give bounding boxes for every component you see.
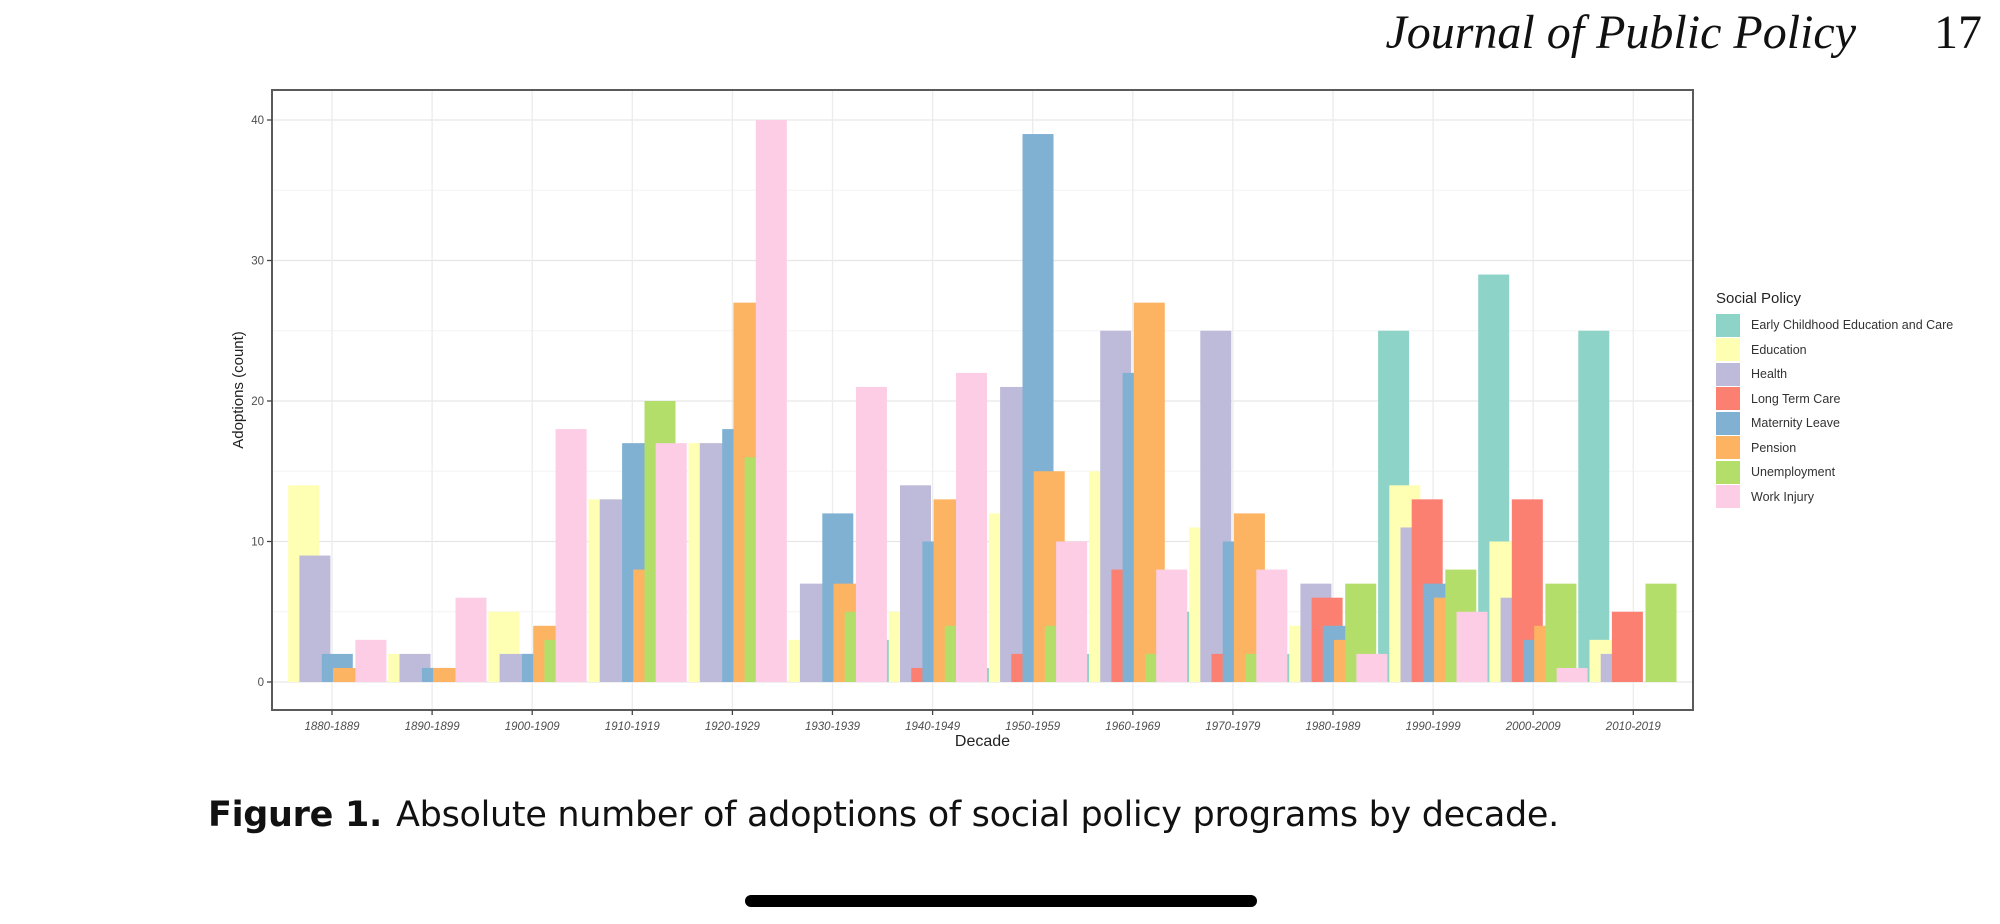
running-head: Journal of Public Policy 17 (1385, 2, 1982, 62)
bar-work-injury-1920-1929 (755, 120, 787, 682)
bar-work-injury-1910-1919 (655, 443, 687, 682)
y-axis: 0 10 20 30 40 (251, 115, 272, 689)
x-tick-label: 1910-1919 (605, 721, 661, 733)
legend-label: Health (1751, 367, 1788, 382)
x-tick-label: 1970-1979 (1205, 721, 1261, 733)
figure-caption-text: Absolute number of adoptions of social p… (396, 795, 1559, 835)
legend-swatch (1716, 362, 1740, 386)
y-tick-label: 40 (251, 115, 264, 127)
bar-work-injury-1990-1999 (1456, 611, 1488, 682)
journal-title: Journal of Public Policy (1385, 5, 1856, 59)
bar-long-term-care-2010-2019 (1611, 611, 1643, 682)
bar-work-injury-1930-1939 (855, 386, 887, 682)
legend: Social Policy Early Childhood Education … (1716, 290, 1953, 509)
legend-item: Pension (1716, 436, 1953, 461)
plot-panel-border (271, 89, 1694, 711)
y-tick-label: 30 (251, 256, 264, 268)
bar-early-childhood-education-and-care-2010-2019 (1578, 330, 1610, 682)
legend-item: Work Injury (1716, 485, 1953, 510)
legend-label: Pension (1751, 440, 1797, 455)
figure-caption: Figure 1. Absolute number of adoptions of… (208, 795, 1559, 835)
x-tick-label: 1940-1949 (905, 721, 961, 733)
legend-swatch (1716, 387, 1740, 411)
bar-work-injury-1880-1889 (355, 639, 387, 682)
x-tick-label: 1880-1889 (305, 721, 361, 733)
x-tick-label: 1980-1989 (1306, 721, 1362, 733)
x-tick-label: 2010-2019 (1605, 721, 1662, 733)
legend-items: Early Childhood Education and Care Educat… (1716, 313, 1953, 509)
bar-work-injury-2000-2009 (1556, 667, 1588, 682)
x-tick-label: 1960-1969 (1105, 721, 1161, 733)
legend-item: Health (1716, 362, 1953, 387)
legend-item: Maternity Leave (1716, 411, 1953, 436)
y-axis-title: Adoptions (count) (230, 331, 247, 449)
y-tick-label: 20 (251, 396, 264, 408)
x-tick-label: 2000-2009 (1505, 721, 1562, 733)
legend-swatch (1716, 313, 1740, 337)
legend-item: Long Term Care (1716, 387, 1953, 412)
legend-item: Early Childhood Education and Care (1716, 313, 1953, 338)
legend-swatch (1716, 460, 1740, 484)
legend-title: Social Policy (1716, 290, 1802, 307)
figure-label: Figure 1. (208, 795, 383, 835)
y-tick-label: 10 (251, 537, 264, 549)
x-axis: 1880-1889 1890-1899 1900-1909 1910-1919 1920… (305, 710, 1662, 733)
page-number: 17 (1934, 5, 1982, 59)
x-axis-title: Decade (955, 733, 1010, 750)
legend-item: Education (1716, 338, 1953, 363)
y-tick-label: 0 (258, 677, 264, 689)
x-tick-label: 1990-1999 (1406, 721, 1462, 733)
bar-work-injury-1940-1949 (956, 372, 987, 682)
x-tick-label: 1920-1929 (705, 721, 761, 733)
legend-label: Early Childhood Education and Care (1751, 318, 1954, 333)
legend-label: Long Term Care (1751, 391, 1841, 406)
legend-label: Maternity Leave (1751, 416, 1840, 431)
bar-unemployment-2010-2019 (1645, 583, 1677, 682)
bar-chart: 0 10 20 30 40 1880-1889 1890-1899 1900-1909 191… (230, 89, 1694, 750)
bar-unemployment-2000-2009 (1545, 583, 1577, 682)
legend-label: Education (1751, 342, 1807, 357)
bar-work-injury-1960-1969 (1156, 569, 1188, 682)
legend-label: Work Injury (1751, 489, 1814, 504)
legend-item: Unemployment (1716, 460, 1953, 485)
legend-swatch (1716, 485, 1740, 509)
x-tick-label: 1890-1899 (405, 721, 461, 733)
legend-swatch (1716, 338, 1740, 362)
legend-swatch (1716, 411, 1740, 435)
bar-work-injury-1890-1899 (455, 597, 487, 682)
bar-work-injury-1950-1959 (1056, 541, 1088, 682)
x-tick-label: 1930-1939 (805, 721, 861, 733)
bars (288, 120, 1677, 683)
home-indicator-bar[interactable] (745, 895, 1257, 907)
bar-work-injury-1970-1979 (1256, 569, 1288, 682)
x-tick-label: 1900-1909 (505, 721, 561, 733)
legend-label: Unemployment (1751, 465, 1836, 480)
bar-work-injury-1980-1989 (1356, 653, 1388, 682)
bar-work-injury-1900-1909 (555, 429, 587, 682)
x-tick-label: 1950-1959 (1005, 721, 1061, 733)
legend-swatch (1716, 436, 1740, 460)
